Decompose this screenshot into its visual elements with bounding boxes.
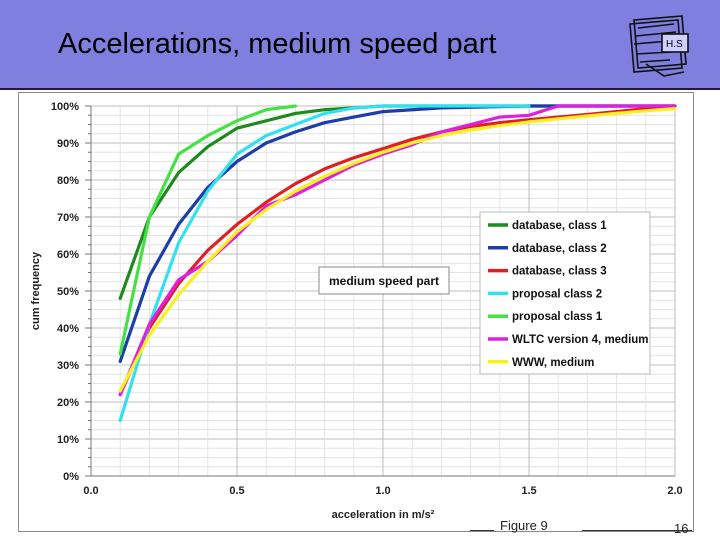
logo-text: H.S [666,39,683,50]
y-tick-label: 70% [57,212,79,224]
annotation-box [318,266,450,295]
logo-icon: H.S [629,15,689,77]
slide-header: Accelerations, medium speed part H.S [0,0,720,90]
legend-label: database, class 3 [512,266,607,278]
legend-label: WLTC version 4, medium [512,334,649,346]
series-line [118,104,677,397]
x-tick-label: 2.0 [667,485,682,497]
legend-label: WWW, medium [512,357,594,369]
y-tick-label: 50% [57,286,79,298]
cumulative-frequency-chart: 0% 10% 20% 30% 40% 50% 60% 70% 80% 90% 100% 0.0 0.5 1… [30,101,683,521]
y-tick-label: 80% [57,175,79,187]
y-tick-label: 60% [57,249,79,261]
annotation-text: medium speed part [329,274,439,288]
y-axis-label: cum frequency [30,251,42,330]
x-tick-label: 1.0 [375,485,390,497]
figure-label: Figure 9 [500,518,548,533]
legend-label: database, class 2 [512,243,607,255]
y-tick-label: 0% [63,471,79,483]
y-tick-label: 10% [57,434,79,446]
header-divider [0,88,720,90]
legend-label: proposal class 1 [512,311,603,323]
page-number: 16 [674,521,689,536]
y-tick-label: 90% [57,138,79,150]
legend-box [479,211,651,375]
y-tick-label: 100% [51,101,79,113]
series-line [118,104,297,356]
footer-rule-left [470,530,494,531]
y-tick-label: 30% [57,360,79,372]
x-tick-label: 0.0 [83,485,98,497]
y-tick-label: 40% [57,323,79,335]
series-line [118,107,677,393]
legend-label: proposal class 2 [512,288,602,300]
series-line [118,104,677,363]
slide-title: Accelerations, medium speed part [58,28,497,60]
legend-label: database, class 1 [512,220,607,232]
x-axis-label: acceleration in m/s² [332,509,435,521]
series-line [118,104,531,423]
footer-rule-right [582,530,692,531]
x-tick-label: 0.5 [229,485,244,497]
y-tick-label: 20% [57,397,79,409]
x-tick-label: 1.5 [521,485,536,497]
chart-frame: 0% 10% 20% 30% 40% 50% 60% 70% 80% 90% 100% 0.0 0.5 1… [18,92,694,532]
